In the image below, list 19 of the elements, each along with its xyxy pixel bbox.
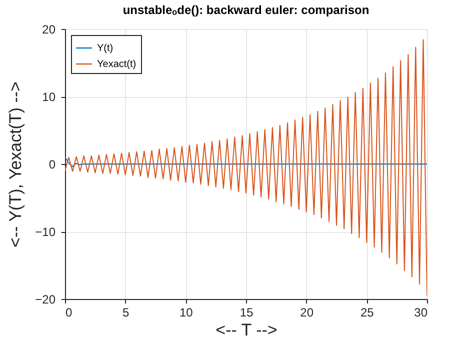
y-tick-label: −10 bbox=[35, 225, 56, 239]
x-tick-label: 15 bbox=[240, 306, 254, 320]
x-tick-label: 5 bbox=[122, 306, 130, 320]
x-tick-label: 30 bbox=[414, 306, 428, 320]
x-tick-label: 20 bbox=[300, 306, 314, 320]
y-tick-label: 20 bbox=[42, 22, 56, 36]
y-tick-label: 0 bbox=[48, 158, 56, 172]
y-tick-label: −20 bbox=[35, 292, 56, 306]
legend-label: Yexact(t) bbox=[97, 59, 136, 70]
x-tick-label: 25 bbox=[360, 306, 374, 320]
line-series bbox=[65, 39, 427, 296]
y-axis-title: <-- Y(T), Yexact(T) --> bbox=[6, 81, 26, 248]
y-tick-label: 10 bbox=[42, 90, 56, 104]
legend-label: Y(t) bbox=[97, 43, 114, 54]
chart-title: unstableₒde(): backward euler: comparison bbox=[122, 3, 370, 17]
x-tick-label: 0 bbox=[66, 306, 72, 320]
x-axis-title: <-- T --> bbox=[216, 320, 278, 340]
x-tick-label: 10 bbox=[179, 306, 194, 320]
line-series bbox=[65, 156, 427, 168]
